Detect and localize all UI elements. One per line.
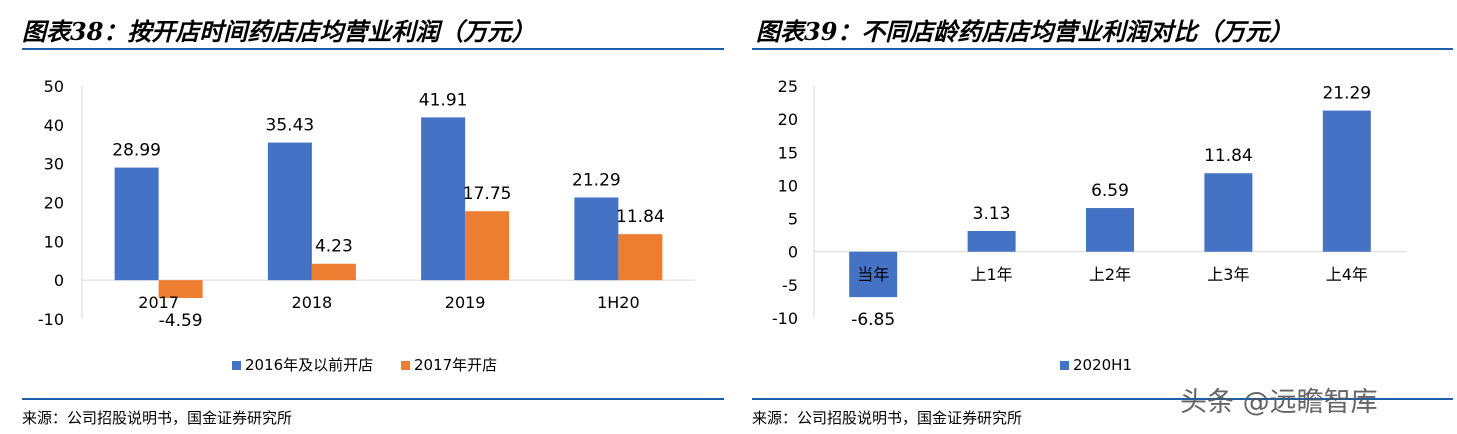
x-tick-label: 上4年 [1326, 265, 1368, 284]
x-tick-label: 上2年 [1089, 265, 1131, 284]
bar [849, 251, 898, 298]
y-tick-label: 50 [44, 77, 64, 96]
y-tick-label: 0 [788, 243, 798, 262]
bar [967, 230, 1016, 252]
source-rule [752, 398, 1453, 400]
x-tick-label: 2017 [138, 293, 179, 312]
bar [465, 211, 510, 281]
right-chart-panel: 图表39：不同店龄药店店均营业利润对比（万元） 25 20 15 10 5 0 -5 -10 -… [728, 0, 1457, 434]
data-label: 11.84 [616, 207, 665, 227]
bar [311, 263, 356, 281]
bar [267, 142, 312, 281]
left-chart-panel: 图表38：按开店时间药店店均营业利润（万元） 50 40 30 20 10 0 -10 28.… [0, 0, 728, 434]
data-label: 4.23 [315, 237, 353, 257]
bar [158, 280, 203, 298]
y-tick-label: 10 [778, 176, 798, 195]
data-label: 41.91 [419, 90, 468, 110]
bar [1204, 173, 1253, 252]
x-tick-label: 2019 [445, 293, 486, 312]
y-tick-label: 0 [54, 271, 64, 290]
x-tick-label: 2018 [292, 293, 333, 312]
legend-swatch [232, 361, 241, 370]
y-tick-label: 15 [778, 143, 798, 162]
y-tick-label: 10 [44, 232, 64, 251]
data-label: 11.84 [1204, 146, 1253, 166]
x-tick-label: 当年 [857, 265, 889, 284]
bar [1086, 208, 1134, 252]
y-tick-label: -10 [38, 310, 64, 329]
legend-swatch [1060, 361, 1069, 370]
source-note: 来源：公司招股说明书，国金证券研究所 [22, 409, 293, 427]
source-rule [22, 398, 724, 400]
legend-label: 2017年开店 [414, 356, 497, 374]
data-label: 6.59 [1091, 181, 1129, 201]
title-rule [22, 48, 724, 50]
x-tick-label: 上3年 [1207, 265, 1249, 284]
bar [618, 234, 663, 281]
y-tick-label: 30 [44, 155, 64, 174]
bar [1322, 110, 1371, 252]
x-tick-label: 1H20 [597, 293, 640, 312]
legend-label: 2020H1 [1073, 356, 1132, 374]
y-tick-label: 20 [44, 194, 64, 213]
chart-title: 图表38：按开店时间药店店均营业利润（万元） [22, 17, 536, 46]
chart-title: 图表39：不同店龄药店店均营业利润对比（万元） [756, 17, 1294, 46]
bar [114, 167, 159, 281]
title-rule [752, 48, 1453, 50]
y-tick-label: 40 [44, 116, 64, 135]
data-label: 35.43 [266, 116, 315, 136]
x-tick-label: 上1年 [971, 265, 1013, 284]
data-label: 17.75 [463, 184, 512, 204]
y-tick-label: 5 [788, 210, 798, 229]
data-label: 21.29 [1322, 84, 1371, 104]
data-label: 3.13 [973, 204, 1011, 224]
y-tick-label: 25 [778, 77, 798, 96]
data-label: 21.29 [572, 170, 621, 190]
data-label: -4.59 [159, 311, 203, 331]
data-label: 28.99 [112, 141, 161, 161]
bar [421, 117, 466, 281]
y-tick-label: 20 [778, 110, 798, 129]
legend-swatch [401, 361, 410, 370]
legend-label: 2016年及以前开店 [245, 356, 373, 374]
y-tick-label: -5 [782, 276, 798, 295]
data-label: -6.85 [851, 310, 895, 330]
bar [574, 197, 619, 281]
y-tick-label: -10 [772, 309, 798, 328]
source-note: 来源：公司招股说明书，国金证券研究所 [752, 409, 1023, 427]
watermark: 头条 @远瞻智库 [1180, 387, 1378, 418]
bar-chart-right: 25 20 15 10 5 0 -5 -10 -6.85 当年 3.13 上1年 6.59 上2年 11.8… [772, 77, 1406, 374]
